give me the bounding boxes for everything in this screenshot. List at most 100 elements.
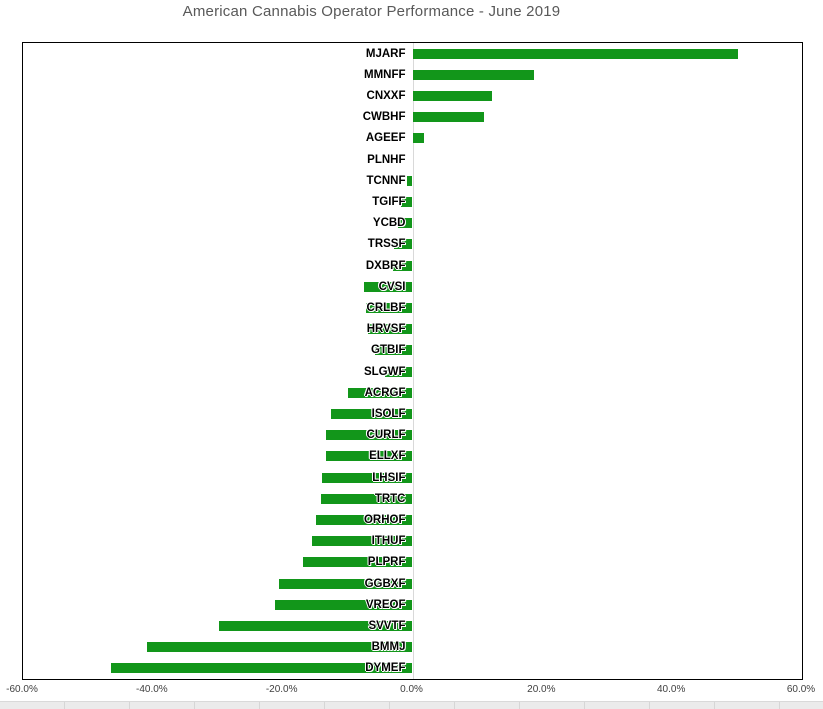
- bar-row: LHSIF: [23, 467, 802, 488]
- bar-row: PLNHF: [23, 149, 802, 170]
- chart-title: American Cannabis Operator Performance -…: [182, 3, 561, 20]
- performance-bar: [320, 493, 413, 504]
- bar-row: GGBXF: [23, 573, 802, 594]
- bar-row: TRTC: [23, 488, 802, 509]
- bar-row: MJARF: [23, 43, 802, 64]
- bar-row: DYMEF: [23, 658, 802, 679]
- ticker-label: TCNNF: [366, 174, 406, 187]
- performance-bar: [279, 578, 413, 589]
- bar-row: CWBHF: [23, 107, 802, 128]
- ticker-label: CWBHF: [362, 111, 406, 124]
- performance-bar: [412, 69, 534, 80]
- bar-row: CVSI: [23, 276, 802, 297]
- bar-row: CNXXF: [23, 85, 802, 106]
- ticker-label: SVVTF: [368, 619, 406, 632]
- ticker-label: DYMEF: [365, 662, 406, 675]
- performance-bar: [330, 408, 413, 419]
- zero-axis-line: [412, 43, 414, 679]
- performance-bar: [365, 302, 413, 313]
- ticker-label: CURLF: [366, 429, 406, 442]
- ticker-label: ITHUF: [371, 535, 406, 548]
- performance-bar: [347, 387, 413, 398]
- x-axis-tick-label: -40.0%: [135, 684, 168, 695]
- bar-row: YCBD: [23, 213, 802, 234]
- performance-bar: [374, 345, 413, 356]
- performance-bar: [303, 557, 413, 568]
- bar-row: AGEEF: [23, 128, 802, 149]
- bar-row: ISOLF: [23, 403, 802, 424]
- bar-row: HRVSF: [23, 319, 802, 340]
- bar-row: VREOF: [23, 594, 802, 615]
- performance-bar: [321, 472, 413, 483]
- bar-row: TCNNF: [23, 170, 802, 191]
- ticker-label: AGEEF: [365, 132, 406, 145]
- x-axis-tick-label: -20.0%: [265, 684, 298, 695]
- performance-bar: [219, 620, 413, 631]
- bar-row: SVVTF: [23, 615, 802, 636]
- bar-row: TGIFF: [23, 191, 802, 212]
- performance-bar: [394, 239, 413, 250]
- bar-row: CURLF: [23, 425, 802, 446]
- ticker-label: GTBIF: [371, 344, 406, 357]
- plot-area: MJARF MMNFF CNXXF CWBHF AGEEF PLNHF TCNNF TGIFF…: [22, 42, 803, 680]
- bar-row: MMNFF: [23, 64, 802, 85]
- x-axis-tick-label: 60.0%: [786, 684, 816, 695]
- performance-bar: [146, 642, 413, 653]
- performance-bar: [412, 133, 425, 144]
- ticker-label: ACRGF: [364, 386, 406, 399]
- bar-row: ORHOF: [23, 509, 802, 530]
- x-axis-tick-labels: -60.0% -40.0% -20.0% 0.0% 20.0% 40.0% 60.0%: [6, 684, 815, 698]
- ticker-label: BMMJ: [371, 641, 406, 654]
- ticker-label: LHSIF: [372, 471, 406, 484]
- ticker-label: VREOF: [365, 598, 406, 611]
- performance-bar: [368, 324, 413, 335]
- performance-bar: [364, 281, 413, 292]
- ticker-label: HRVSF: [366, 323, 406, 336]
- x-axis-tick-label: -60.0%: [6, 684, 38, 695]
- ticker-label: ORHOF: [363, 513, 406, 526]
- bar-row: CRLBF: [23, 297, 802, 318]
- performance-bar: [412, 48, 738, 59]
- performance-bar: [274, 599, 413, 610]
- bar-row: ITHUF: [23, 531, 802, 552]
- x-axis-tick-label: 0.0%: [400, 684, 423, 695]
- x-axis-tick-label: 20.0%: [527, 684, 556, 695]
- performance-bar: [393, 260, 413, 271]
- ticker-label: CRLBF: [366, 301, 406, 314]
- bar-row: PLPRF: [23, 552, 802, 573]
- ticker-label: SLGWF: [363, 365, 406, 378]
- performance-bar: [385, 366, 413, 377]
- ticker-label: PLPRF: [367, 556, 406, 569]
- ticker-label: TRSSF: [367, 238, 406, 251]
- ticker-label: DXBRF: [365, 259, 406, 272]
- performance-bar: [412, 112, 484, 123]
- performance-bar: [397, 218, 413, 229]
- bar-row: GTBIF: [23, 340, 802, 361]
- bar-row: TRSSF: [23, 234, 802, 255]
- performance-bar: [325, 451, 413, 462]
- performance-bar: [412, 90, 493, 101]
- performance-bar: [111, 663, 413, 674]
- performance-bar: [401, 196, 413, 207]
- bottom-edge-strip: [0, 701, 823, 709]
- performance-bar: [326, 430, 413, 441]
- ticker-label: PLNHF: [367, 153, 406, 166]
- bar-row: BMMJ: [23, 637, 802, 658]
- bar-row: DXBRF: [23, 255, 802, 276]
- ticker-label: TGIFF: [372, 195, 406, 208]
- ticker-label: TRTC: [374, 492, 406, 505]
- ticker-label: ELLXF: [369, 450, 406, 463]
- x-axis-tick-label: 40.0%: [656, 684, 686, 695]
- ticker-label: ISOLF: [371, 407, 406, 420]
- performance-bar: [406, 175, 413, 186]
- bar-row: SLGWF: [23, 361, 802, 382]
- ticker-label: MMNFF: [363, 68, 406, 81]
- ticker-label: GGBXF: [364, 577, 406, 590]
- ticker-label: CNXXF: [366, 89, 406, 102]
- performance-bar: [316, 514, 413, 525]
- ticker-label: MJARF: [365, 47, 406, 60]
- performance-bar: [311, 536, 413, 547]
- bar-row: ACRGF: [23, 382, 802, 403]
- ticker-label: YCBD: [372, 217, 406, 230]
